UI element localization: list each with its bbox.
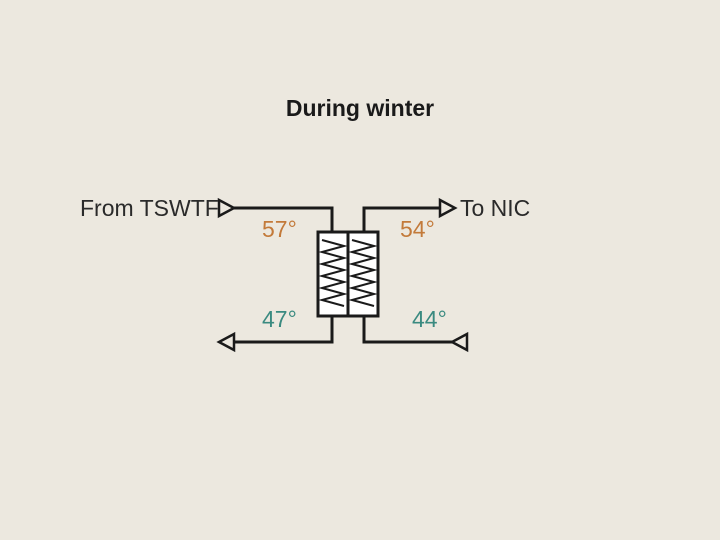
pipe-bottom-left — [234, 316, 332, 342]
arrow-top-right — [440, 200, 455, 216]
arrow-bottom-left — [219, 334, 234, 350]
arrow-top-left — [219, 200, 234, 216]
pipe-bottom-right — [364, 316, 452, 342]
arrow-bottom-right — [452, 334, 467, 350]
pipe-top-left — [234, 208, 332, 232]
pipe-top-right — [364, 208, 440, 232]
diagram-svg — [0, 0, 720, 540]
